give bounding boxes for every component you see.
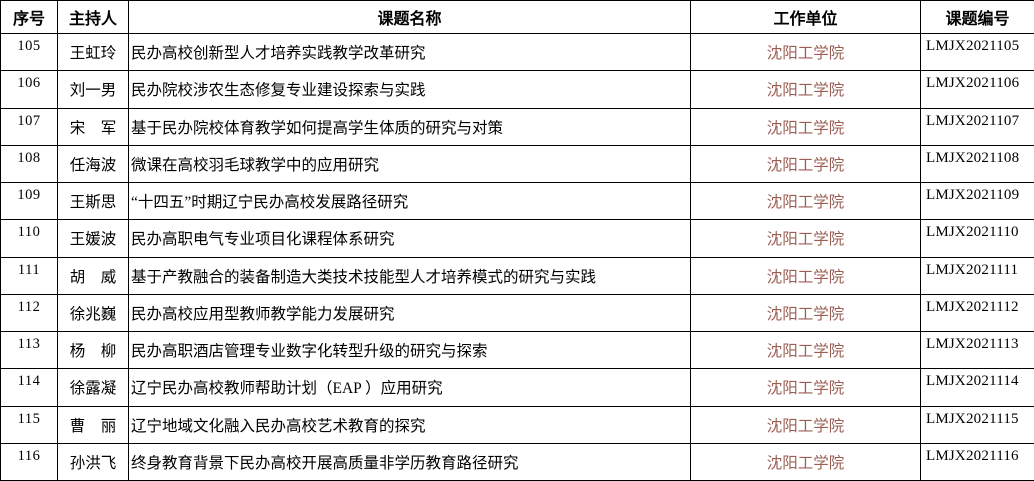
table-row: 109 王斯思 “十四五”时期辽宁民办高校发展路径研究 沈阳工学院 LMJX202110…	[0, 181, 1034, 221]
table-row: 105 王虹玲 民办高校创新型人才培养实践教学改革研究 沈阳工学院 LMJX202110…	[0, 32, 1034, 72]
header-row: 序号 主持人 课题名称 工作单位 课题编号	[0, 0, 1034, 34]
table-row: 115 曹 丽辽宁地域文化融入民办高校艺术教育的探究 沈阳工学院 LMJX202111…	[0, 405, 1034, 444]
work-unit-cell: 沈阳工学院	[690, 181, 921, 221]
serial-number-cell: 112	[0, 293, 58, 333]
serial-number-cell: 116	[0, 442, 58, 481]
serial-number-cell: 109	[0, 181, 58, 221]
serial-number-cell: 110	[0, 219, 58, 258]
host-name-cell: 杨 柳	[57, 330, 129, 370]
work-unit-cell: 沈阳工学院	[690, 405, 921, 444]
project-title-cell: 辽宁地域文化融入民办高校艺术教育的探究	[128, 405, 691, 444]
header-work-unit: 工作单位	[690, 0, 921, 34]
table-row: 116 孙洪飞 终身教育背景下民办高校开展高质量非学历教育路径研究 沈阳工学院 LMJX…	[0, 442, 1034, 481]
project-title-cell: 基于产教融合的装备制造大类技术技能型人才培养模式的研究与实践	[128, 256, 691, 295]
work-unit-cell: 沈阳工学院	[690, 219, 921, 258]
header-serial-number: 序号	[0, 0, 58, 34]
work-unit-cell: 沈阳工学院	[690, 293, 921, 333]
table-row: 114 徐露凝 辽宁民办高校教师帮助计划（EAP ）应用研究 沈阳工学院 LMJX202…	[0, 368, 1034, 407]
table-row: 107 宋 军基于民办院校体育教学如何提高学生体质的研究与对策 沈阳工学院 LMJX2…	[0, 107, 1034, 146]
project-title-cell: “十四五”时期辽宁民办高校发展路径研究	[128, 181, 691, 221]
project-code-cell: LMJX2021108	[920, 144, 1034, 184]
table-row: 113 杨 柳民办高职酒店管理专业数字化转型升级的研究与探索 沈阳工学院 LMJX20…	[0, 330, 1034, 370]
project-title-cell: 民办高校创新型人才培养实践教学改革研究	[128, 32, 691, 72]
host-name-cell: 曹 丽	[57, 405, 129, 444]
table-row: 110 王媛波 民办高职电气专业项目化课程体系研究 沈阳工学院 LMJX2021110	[0, 219, 1034, 258]
work-unit-cell: 沈阳工学院	[690, 107, 921, 146]
project-code-cell: LMJX2021106	[920, 70, 1034, 109]
table-row: 106 刘一男 民办院校涉农生态修复专业建设探索与实践 沈阳工学院 LMJX202110…	[0, 70, 1034, 109]
serial-number-cell: 114	[0, 368, 58, 407]
work-unit-cell: 沈阳工学院	[690, 144, 921, 184]
project-code-cell: LMJX2021111	[920, 256, 1034, 295]
host-name-cell: 徐兆巍	[57, 293, 129, 333]
work-unit-cell: 沈阳工学院	[690, 70, 921, 109]
project-code-cell: LMJX2021116	[920, 442, 1034, 481]
table-row: 111 胡 威基于产教融合的装备制造大类技术技能型人才培养模式的研究与实践 沈阳工学…	[0, 256, 1034, 295]
table-header: 序号 主持人 课题名称 工作单位 课题编号	[0, 0, 1034, 34]
host-name-cell: 王斯思	[57, 181, 129, 221]
host-name-cell: 徐露凝	[57, 368, 129, 407]
host-name-cell: 任海波	[57, 144, 129, 184]
project-code-cell: LMJX2021110	[920, 219, 1034, 258]
host-name-cell: 宋 军	[57, 107, 129, 146]
project-title-cell: 民办高职电气专业项目化课程体系研究	[128, 219, 691, 258]
work-unit-cell: 沈阳工学院	[690, 368, 921, 407]
project-code-cell: LMJX2021105	[920, 32, 1034, 72]
project-title-cell: 基于民办院校体育教学如何提高学生体质的研究与对策	[128, 107, 691, 146]
project-title-cell: 微课在高校羽毛球教学中的应用研究	[128, 144, 691, 184]
work-unit-cell: 沈阳工学院	[690, 256, 921, 295]
serial-number-cell: 105	[0, 32, 58, 72]
work-unit-cell: 沈阳工学院	[690, 442, 921, 481]
host-name-cell: 孙洪飞	[57, 442, 129, 481]
project-code-cell: LMJX2021107	[920, 107, 1034, 146]
project-code-cell: LMJX2021109	[920, 181, 1034, 221]
project-title-cell: 终身教育背景下民办高校开展高质量非学历教育路径研究	[128, 442, 691, 481]
table-row: 108 任海波 微课在高校羽毛球教学中的应用研究 沈阳工学院 LMJX2021108	[0, 144, 1034, 184]
project-code-cell: LMJX2021112	[920, 293, 1034, 333]
serial-number-cell: 106	[0, 70, 58, 109]
header-project-title: 课题名称	[128, 0, 691, 34]
project-code-cell: LMJX2021113	[920, 330, 1034, 370]
project-title-cell: 民办高校应用型教师教学能力发展研究	[128, 293, 691, 333]
work-unit-cell: 沈阳工学院	[690, 32, 921, 72]
host-name-cell: 王媛波	[57, 219, 129, 258]
serial-number-cell: 113	[0, 330, 58, 370]
table-row: 112 徐兆巍 民办高校应用型教师教学能力发展研究 沈阳工学院 LMJX2021112	[0, 293, 1034, 333]
serial-number-cell: 111	[0, 256, 58, 295]
host-name-cell: 胡 威	[57, 256, 129, 295]
project-title-cell: 民办高职酒店管理专业数字化转型升级的研究与探索	[128, 330, 691, 370]
header-project-code: 课题编号	[920, 0, 1034, 34]
serial-number-cell: 115	[0, 405, 58, 444]
table-body: 105 王虹玲 民办高校创新型人才培养实践教学改革研究 沈阳工学院 LMJX202110…	[0, 32, 1034, 481]
header-host: 主持人	[57, 0, 129, 34]
project-title-cell: 民办院校涉农生态修复专业建设探索与实践	[128, 70, 691, 109]
serial-number-cell: 108	[0, 144, 58, 184]
project-title-cell: 辽宁民办高校教师帮助计划（EAP ）应用研究	[128, 368, 691, 407]
serial-number-cell: 107	[0, 107, 58, 146]
host-name-cell: 王虹玲	[57, 32, 129, 72]
project-code-cell: LMJX2021115	[920, 405, 1034, 444]
host-name-cell: 刘一男	[57, 70, 129, 109]
work-unit-cell: 沈阳工学院	[690, 330, 921, 370]
project-code-cell: LMJX2021114	[920, 368, 1034, 407]
